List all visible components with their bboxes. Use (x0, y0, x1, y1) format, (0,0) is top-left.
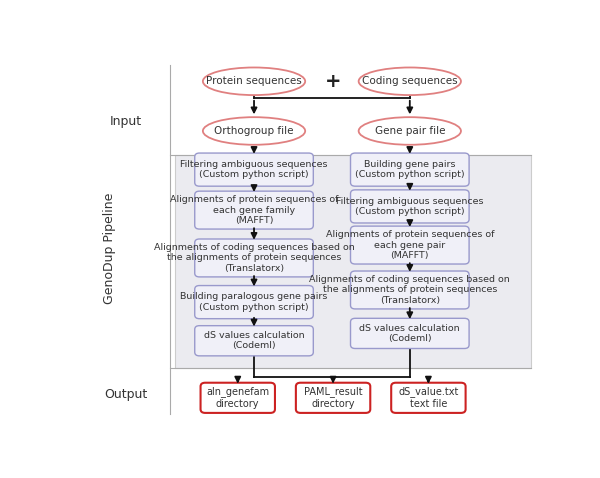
Text: dS values calculation
(Codeml): dS values calculation (Codeml) (204, 331, 304, 350)
Ellipse shape (359, 67, 461, 95)
Text: aln_genefam
directory: aln_genefam directory (206, 387, 269, 409)
Text: dS values calculation
(Codeml): dS values calculation (Codeml) (359, 324, 460, 343)
Text: Filtering ambiguous sequences
(Custom python script): Filtering ambiguous sequences (Custom py… (180, 160, 328, 179)
FancyBboxPatch shape (195, 239, 313, 277)
Text: Orthogroup file: Orthogroup file (214, 126, 294, 136)
Text: Alignments of protein sequences of
each gene family
(MAFFT): Alignments of protein sequences of each … (170, 195, 338, 225)
Text: Alignments of protein sequences of
each gene pair
(MAFFT): Alignments of protein sequences of each … (326, 230, 494, 260)
Text: Alignments of coding sequences based on
the alignments of protein sequences
(Tra: Alignments of coding sequences based on … (310, 275, 510, 305)
Ellipse shape (203, 67, 305, 95)
FancyBboxPatch shape (195, 191, 313, 229)
FancyBboxPatch shape (391, 383, 466, 413)
Ellipse shape (359, 117, 461, 145)
Text: Gene pair file: Gene pair file (374, 126, 445, 136)
Text: Building paralogous gene pairs
(Custom python script): Building paralogous gene pairs (Custom p… (181, 293, 328, 312)
FancyBboxPatch shape (350, 226, 469, 264)
Text: Building gene pairs
(Custom python script): Building gene pairs (Custom python scrip… (355, 160, 464, 179)
FancyBboxPatch shape (350, 318, 469, 348)
Text: Coding sequences: Coding sequences (362, 76, 458, 87)
Text: Protein sequences: Protein sequences (206, 76, 302, 87)
Text: PAML_result
directory: PAML_result directory (304, 387, 362, 409)
Text: Input: Input (110, 115, 142, 128)
Text: dS_value.txt
text file: dS_value.txt text file (398, 387, 458, 409)
FancyBboxPatch shape (195, 285, 313, 319)
FancyBboxPatch shape (175, 155, 531, 369)
Text: +: + (325, 72, 341, 91)
FancyBboxPatch shape (350, 153, 469, 186)
Text: Alignments of coding sequences based on
the alignments of protein sequences
(Tra: Alignments of coding sequences based on … (154, 243, 355, 273)
FancyBboxPatch shape (195, 326, 313, 356)
Text: Output: Output (104, 388, 148, 401)
FancyBboxPatch shape (350, 271, 469, 309)
FancyBboxPatch shape (296, 383, 370, 413)
FancyBboxPatch shape (350, 190, 469, 223)
Text: Filtering ambiguous sequences
(Custom python script): Filtering ambiguous sequences (Custom py… (336, 197, 484, 216)
Text: GenoDup Pipeline: GenoDup Pipeline (103, 193, 116, 304)
Ellipse shape (203, 117, 305, 145)
FancyBboxPatch shape (195, 153, 313, 186)
FancyBboxPatch shape (200, 383, 275, 413)
